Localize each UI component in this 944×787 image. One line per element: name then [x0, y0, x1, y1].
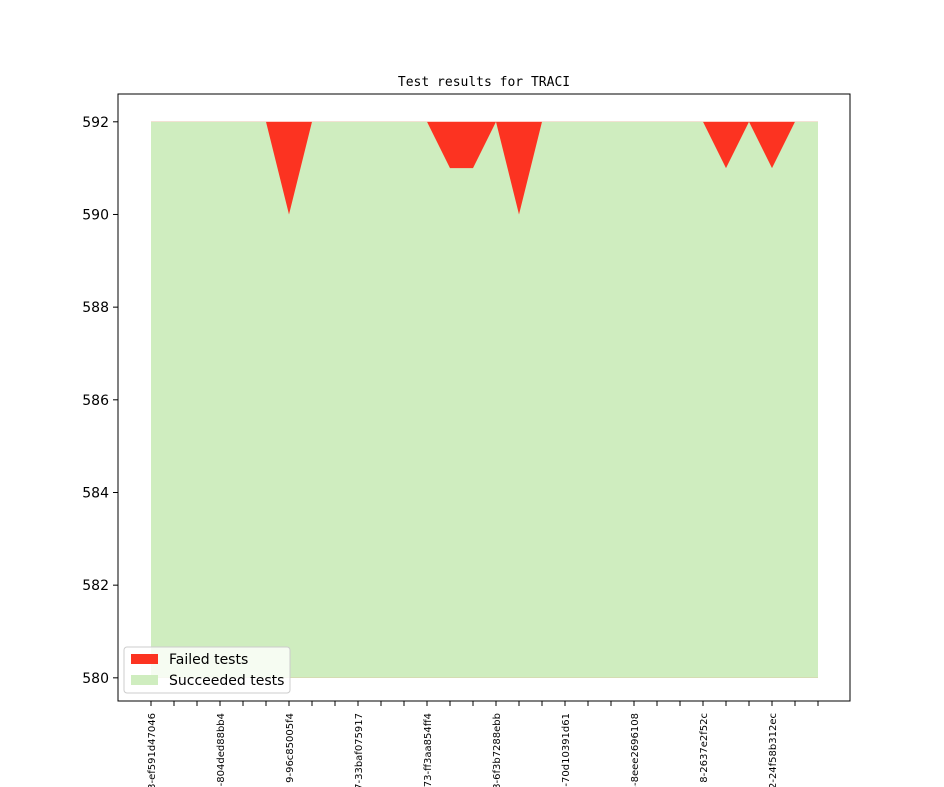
chart-title: Test results for TRACI: [398, 75, 570, 90]
y-axis: 580 582 584 586 588 590 592: [82, 115, 118, 687]
legend-swatch: [131, 675, 158, 685]
x-tick-label: 7-70d10391d61: [561, 713, 572, 787]
y-tick-label: 580: [82, 671, 109, 687]
y-tick-label: 582: [82, 578, 109, 594]
x-axis: 3-ef591d47046 5-804ded88bb4 9-96c85005f4 7-…: [147, 701, 819, 787]
x-tick-label: 5-804ded88bb4: [216, 713, 227, 787]
x-tick-label: 8-2637e2f52c: [699, 713, 710, 783]
legend-label: Succeeded tests: [169, 673, 284, 689]
x-tick-label: 9-96c85005f4: [285, 713, 296, 783]
y-tick-label: 584: [82, 485, 109, 501]
x-tick-label: 2-24f58b312ec: [768, 713, 779, 787]
succeeded-tests-area: [151, 121, 818, 678]
y-tick-label: 590: [82, 207, 109, 223]
legend-swatch: [131, 654, 158, 664]
legend-label: Failed tests: [169, 652, 248, 668]
legend: Failed tests Succeeded tests: [123, 646, 291, 694]
x-tick-label: 73-ff3aa854ff4: [423, 713, 434, 787]
x-tick-label: 5-8eee2696108: [630, 713, 641, 787]
legend-box: [123, 646, 291, 694]
y-tick-label: 592: [82, 115, 109, 131]
x-tick-label: 8-6f3b7288ebb: [492, 713, 503, 787]
x-tick-label: 7-33baf075917: [354, 713, 365, 787]
plot-frame: [117, 93, 851, 702]
y-tick-label: 588: [82, 300, 109, 316]
x-tick-label: 3-ef591d47046: [147, 713, 158, 787]
y-tick-label: 586: [82, 393, 109, 409]
